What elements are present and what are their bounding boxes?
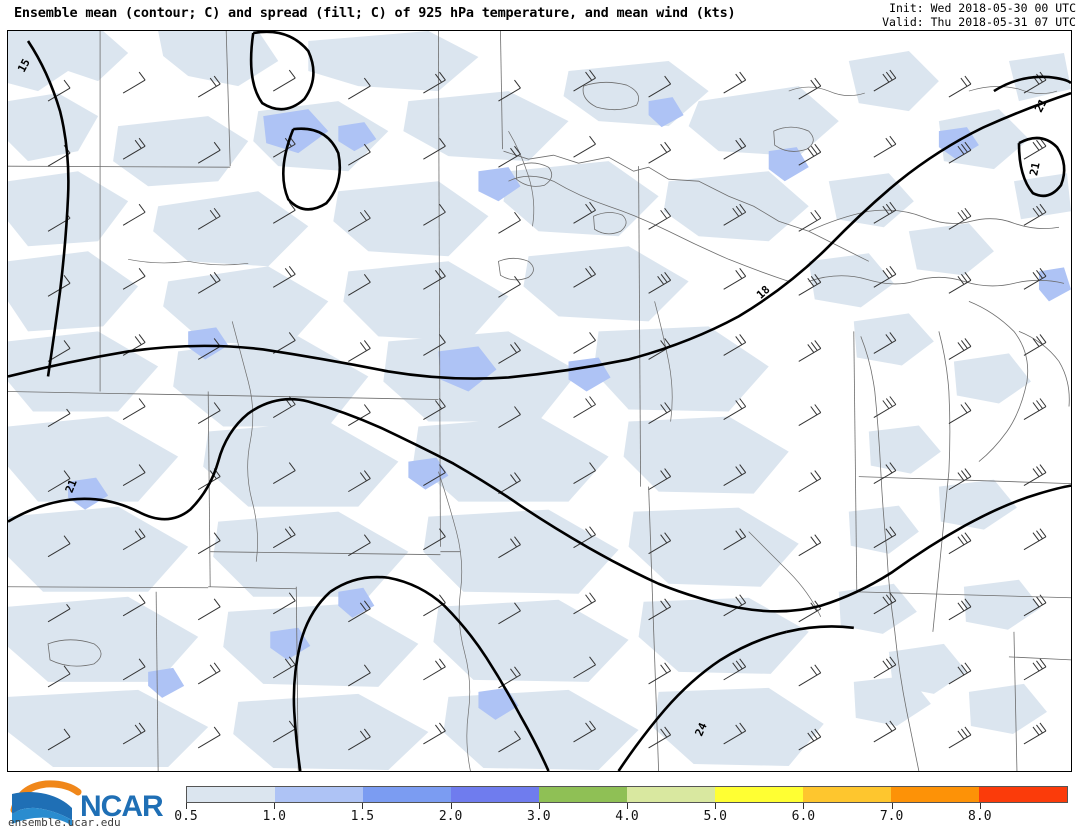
colorbar-tick-3	[450, 803, 452, 809]
colorbar-tick-0	[186, 803, 187, 809]
colorbar-tick-label-3: 2.0	[438, 809, 463, 824]
ncar-logo[interactable]: NCAR	[6, 780, 176, 832]
colorbar-tick-8	[891, 803, 893, 809]
colorbar-segment-9	[979, 787, 1067, 802]
colorbar-segment-0	[187, 787, 275, 802]
colorbar-tick-6	[715, 803, 717, 809]
temperature-contour-layer	[8, 31, 1071, 771]
colorbar-segment-4	[539, 787, 627, 802]
contour-label-21-w: 21	[63, 477, 80, 495]
colorbar-segment-2	[363, 787, 451, 802]
colorbar-tick-label-0: 0.5	[174, 809, 198, 824]
map-canvas[interactable]: 15 18 21 21 21 24	[7, 30, 1072, 772]
colorbar-tick-9	[979, 803, 981, 809]
forecast-time-block: Init: Wed 2018-05-30 00 UTC Valid: Thu 2…	[882, 1, 1076, 29]
colorbar-tick-7	[803, 803, 805, 809]
political-boundaries-layer	[8, 31, 1071, 771]
colorbar-tick-label-2: 1.5	[350, 809, 375, 824]
colorbar-strip[interactable]	[186, 786, 1068, 803]
contour-label-15: 15	[15, 57, 33, 75]
valid-time-label: Valid: Thu 2018-05-31 07 UTC	[882, 14, 1076, 29]
colorbar-tick-label-9: 8.0	[968, 809, 992, 824]
colorbar[interactable]: 0.5 1.0 1.5 2.0 3.0 4.0 5.0 6.0 7.0 8.0	[174, 786, 1068, 832]
init-time-label: Init: Wed 2018-05-30 00 UTC	[889, 1, 1076, 15]
colorbar-tick-label-5: 4.0	[615, 809, 639, 824]
colorbar-segment-3	[451, 787, 539, 802]
contour-label-21-e: 21	[1027, 161, 1043, 177]
colorbar-tick-label-4: 3.0	[527, 809, 551, 824]
colorbar-segment-1	[275, 787, 363, 802]
colorbar-tick-1	[274, 803, 276, 809]
colorbar-tick-4	[538, 803, 540, 809]
contour-label-18: 18	[754, 283, 773, 302]
colorbar-tick-5	[627, 803, 628, 809]
colorbar-tick-label-8: 7.0	[879, 809, 904, 824]
colorbar-ticks	[186, 803, 1068, 809]
colorbar-tick-label-6: 5.0	[703, 809, 727, 824]
colorbar-tick-2	[362, 803, 364, 809]
colorbar-segment-6	[715, 787, 803, 802]
colorbar-segment-8	[891, 787, 979, 802]
colorbar-tick-label-7: 6.0	[791, 809, 816, 824]
page-title: Ensemble mean (contour; C) and spread (f…	[14, 5, 736, 21]
contour-label-21-ne: 21	[1032, 96, 1050, 114]
spread-fill-layer	[8, 31, 1071, 770]
colorbar-tick-label-1: 1.0	[262, 809, 286, 824]
colorbar-segment-7	[803, 787, 891, 802]
ncar-wordmark: NCAR	[80, 790, 164, 823]
colorbar-segment-5	[627, 787, 715, 802]
ncar-url-label[interactable]: ensemble.ucar.edu	[8, 816, 121, 829]
colorbar-labels: 0.5 1.0 1.5 2.0 3.0 4.0 5.0 6.0 7.0 8.0	[174, 809, 1068, 829]
map-svg: 15 18 21 21 21 24	[8, 31, 1071, 771]
contour-label-24: 24	[693, 720, 710, 738]
footer-bar: NCAR ensemble.ucar.edu 0.5 1.0 1.5 2.0 3.0 4.…	[0, 778, 1080, 834]
